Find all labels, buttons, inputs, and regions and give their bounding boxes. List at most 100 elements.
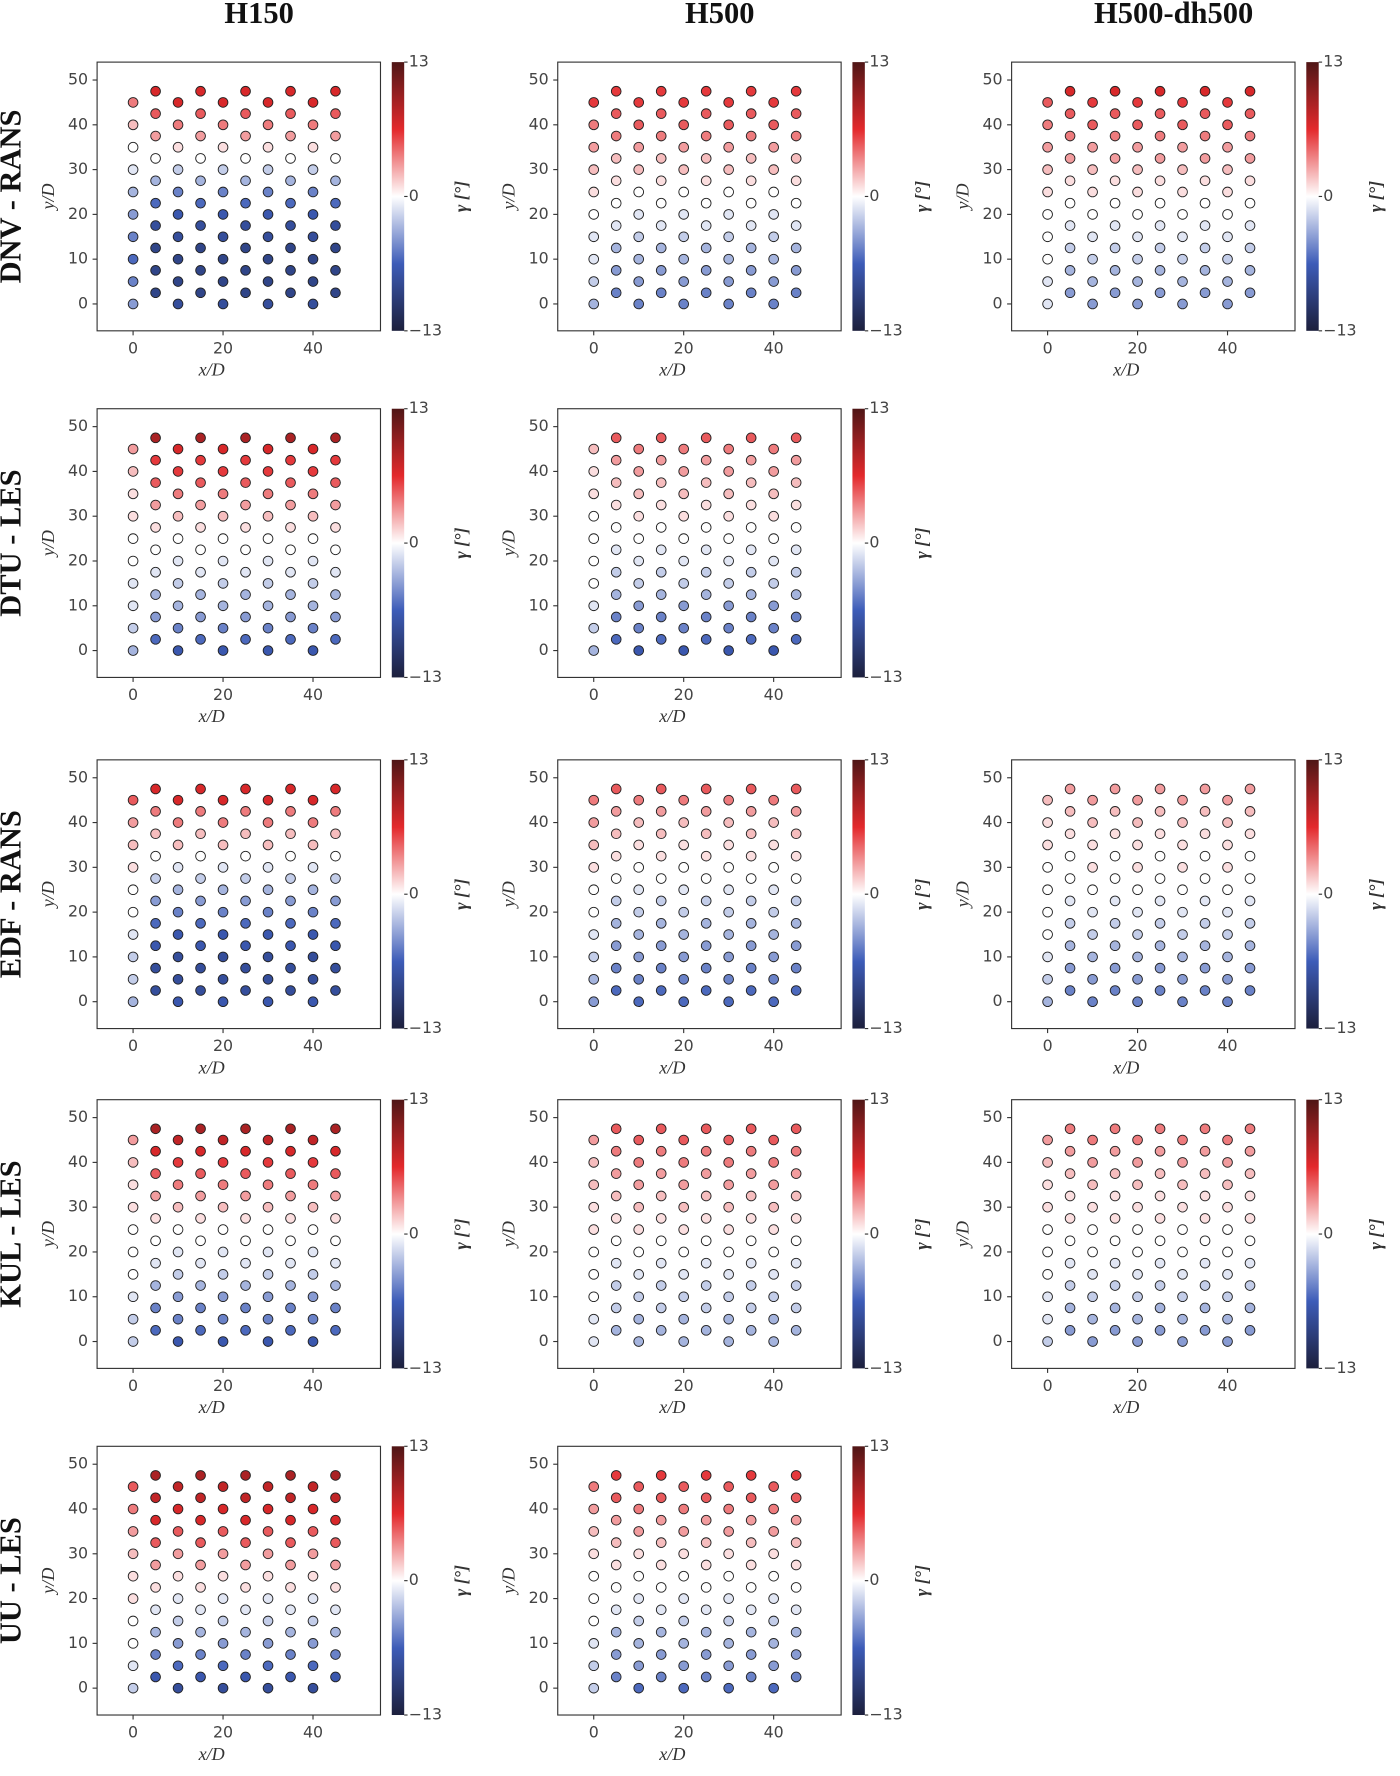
turbine-point xyxy=(217,906,229,918)
turbine-point xyxy=(285,962,296,974)
turbine-point xyxy=(1087,97,1098,108)
turbine-point xyxy=(127,186,139,198)
turbine-point xyxy=(745,962,757,974)
turbine-point xyxy=(330,895,341,907)
y-tick-label: 40 xyxy=(529,1152,549,1171)
turbine-point xyxy=(1222,996,1233,1008)
turbine-point xyxy=(330,477,341,488)
colorbar-tick-label: −13 xyxy=(409,1705,442,1724)
turbine-point xyxy=(655,806,667,817)
turbine-point xyxy=(1064,806,1076,817)
turbine-point xyxy=(655,1604,667,1616)
turbine-point xyxy=(240,85,251,97)
turbine-point xyxy=(262,555,274,567)
turbine-point xyxy=(285,175,296,187)
turbine-point xyxy=(723,1246,734,1258)
turbine-point xyxy=(633,186,645,198)
turbine-point xyxy=(700,918,712,929)
turbine-point xyxy=(285,1302,296,1314)
turbine-point xyxy=(1087,1291,1098,1303)
colorbar-label: γ [°] xyxy=(1366,181,1386,212)
turbine-point xyxy=(240,1123,251,1135)
y-tick-label: 40 xyxy=(68,812,88,831)
turbine-point xyxy=(240,1257,251,1269)
turbine-point xyxy=(1177,253,1188,265)
turbine-point xyxy=(1177,884,1188,896)
turbine-point xyxy=(700,1123,712,1135)
turbine-point xyxy=(745,1190,757,1202)
turbine-point xyxy=(700,1671,712,1683)
turbine-point xyxy=(1042,97,1053,108)
x-tick-label: 20 xyxy=(1128,1036,1148,1055)
turbine-point xyxy=(262,794,274,806)
turbine-point xyxy=(1244,1325,1256,1336)
turbine-point xyxy=(262,510,274,522)
turbine-point xyxy=(678,1269,689,1280)
turbine-point xyxy=(1177,186,1188,198)
turbine-point xyxy=(1064,153,1076,164)
turbine-point xyxy=(1087,276,1098,287)
turbine-point xyxy=(768,186,779,198)
turbine-point xyxy=(588,817,600,828)
turbine-point xyxy=(655,130,667,142)
turbine-point xyxy=(790,611,802,623)
colorbar-tick-label: −13 xyxy=(1323,1358,1356,1377)
turbine-point xyxy=(217,645,229,656)
turbine-point xyxy=(700,265,712,276)
turbine-point xyxy=(633,929,645,940)
turbine-point xyxy=(307,817,319,828)
turbine-point xyxy=(1109,1302,1121,1314)
axes-frame xyxy=(96,1099,382,1369)
turbine-point xyxy=(768,1201,779,1213)
turbine-point xyxy=(1222,253,1233,265)
turbine-point xyxy=(1064,1280,1076,1291)
turbine-point xyxy=(723,443,734,455)
y-tick-label: 40 xyxy=(529,1499,549,1518)
turbine-point xyxy=(678,1481,689,1492)
turbine-point xyxy=(655,1123,667,1135)
colorbar-tick-label: 13 xyxy=(869,749,889,768)
turbine-point xyxy=(330,1325,341,1336)
turbine-point xyxy=(723,488,734,500)
turbine-point xyxy=(307,555,319,567)
turbine-point xyxy=(588,1291,600,1303)
turbine-point xyxy=(127,533,139,544)
turbine-point xyxy=(1199,918,1211,929)
turbine-point xyxy=(678,466,689,477)
turbine-point xyxy=(633,533,645,544)
turbine-point xyxy=(1042,141,1053,153)
colorbar xyxy=(852,408,865,678)
y-tick-label: 50 xyxy=(529,70,549,89)
turbine-point xyxy=(768,97,779,108)
turbine-point xyxy=(678,1201,689,1213)
turbine-point xyxy=(610,1257,622,1269)
turbine-point xyxy=(768,817,779,828)
turbine-point xyxy=(1064,1235,1076,1247)
turbine-point xyxy=(172,1548,184,1560)
y-axis-label: y/D xyxy=(38,1568,58,1596)
turbine-point xyxy=(285,918,296,929)
turbine-point xyxy=(768,839,779,851)
turbine-point xyxy=(150,1671,161,1683)
turbine-point xyxy=(1177,794,1188,806)
turbine-point xyxy=(790,499,802,511)
y-tick-label: 20 xyxy=(529,1241,549,1260)
turbine-point xyxy=(700,1325,712,1336)
turbine-point xyxy=(1109,828,1121,840)
turbine-point xyxy=(700,522,712,533)
turbine-point xyxy=(172,600,184,612)
turbine-point xyxy=(655,611,667,623)
turbine-point xyxy=(610,962,622,974)
turbine-point xyxy=(655,566,667,578)
turbine-point xyxy=(240,522,251,533)
turbine-point xyxy=(127,97,139,108)
turbine-point xyxy=(307,862,319,873)
turbine-point xyxy=(1087,253,1098,265)
turbine-point xyxy=(1042,929,1053,940)
turbine-point xyxy=(240,130,251,142)
turbine-point xyxy=(195,1145,206,1157)
turbine-point xyxy=(307,1526,319,1537)
turbine-point xyxy=(1109,287,1121,299)
turbine-point xyxy=(217,1481,229,1492)
turbine-point xyxy=(150,197,161,209)
